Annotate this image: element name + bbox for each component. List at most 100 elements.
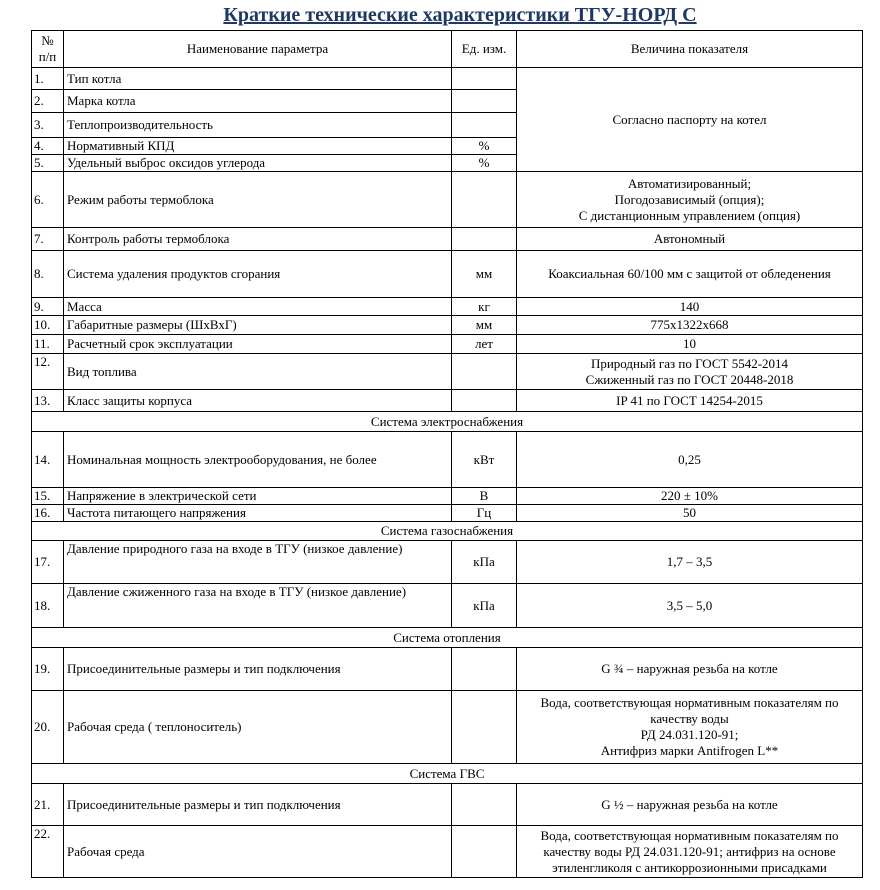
row-number: 4. [31, 137, 64, 155]
table-row: 10. Габаритные размеры (ШхВхГ) мм 775х132… [31, 315, 863, 335]
param-unit [451, 783, 517, 826]
param-value: Согласно паспорту на котел [516, 67, 863, 172]
param-unit: мм [451, 250, 517, 298]
table-header: № п/п Наименование параметра Ед. изм. Ве… [31, 30, 863, 68]
param-name: Расчетный срок эксплуатации [63, 334, 452, 354]
param-unit: % [451, 154, 517, 172]
param-unit [451, 227, 517, 251]
table-row: 17. Давление природного газа на входе в … [31, 540, 863, 584]
row-number: 18. [31, 583, 64, 628]
section-header: Система ГВС [31, 763, 863, 784]
param-unit: В [451, 487, 517, 505]
param-unit [451, 647, 517, 691]
section-header: Система отопления [31, 627, 863, 648]
value-line: этиленгликоля с антикоррозионными присад… [552, 859, 827, 875]
document-title: Краткие технические характеристики ТГУ-Н… [223, 4, 697, 26]
param-unit [451, 825, 517, 878]
row-number: 11. [31, 334, 64, 354]
param-name: Нормативный КПД [63, 137, 452, 155]
param-name: Режим работы термоблока [63, 171, 452, 228]
param-value: 220 ± 10% [516, 487, 863, 505]
header-value: Величина показателя [516, 30, 863, 68]
row-number: 21. [31, 783, 64, 826]
table-row: 12. Вид топлива Природный газ по ГОСТ 55… [31, 353, 863, 390]
row-number: 8. [31, 250, 64, 298]
table-row: 19. Присоединительные размеры и тип подк… [31, 647, 863, 691]
param-unit: лет [451, 334, 517, 354]
value-line: Вода, соответствующая нормативным показа… [540, 695, 839, 710]
row-number: 22. [31, 825, 64, 878]
row-number: 10. [31, 315, 64, 335]
param-unit: % [451, 137, 517, 155]
param-unit [451, 690, 517, 764]
value-line: качеству воды РД 24.031.120-91; антифриз… [543, 843, 836, 859]
row-number: 14. [31, 431, 64, 488]
table-row: 21. Присоединительные размеры и тип подк… [31, 783, 863, 826]
param-name: Присоединительные размеры и тип подключе… [63, 647, 452, 691]
param-name: Частота питающего напряжения [63, 504, 452, 522]
param-name: Давление природного газа на входе в ТГУ … [63, 540, 452, 584]
param-name: Рабочая среда [63, 825, 452, 878]
param-value: 50 [516, 504, 863, 522]
value-line: Погодозависимый (опция); [614, 191, 765, 207]
param-unit: кПа [451, 583, 517, 628]
param-unit [451, 67, 517, 90]
row-number: 9. [31, 297, 64, 316]
row-number: 5. [31, 154, 64, 172]
param-name: Масса [63, 297, 452, 316]
table-row: 9. Масса кг 140 [31, 297, 863, 316]
header-name: Наименование параметра [63, 30, 452, 68]
value-line: РД 24.031.120-91; [640, 727, 739, 742]
param-name: Контроль работы термоблока [63, 227, 452, 251]
param-value: G ¾ – наружная резьба на котле [516, 647, 863, 691]
table-row: 7. Контроль работы термоблока Автономный [31, 227, 863, 251]
value-line: Природный газ по ГОСТ 5542-2014 [590, 355, 789, 371]
param-name: Теплопроизводительность [63, 112, 452, 138]
param-value: G ½ – наружная резьба на котле [516, 783, 863, 826]
header-num: № п/п [31, 30, 64, 68]
param-unit [451, 389, 517, 412]
param-name: Рабочая среда ( теплоноситель) [63, 690, 452, 764]
param-value: 0,25 [516, 431, 863, 488]
param-value: Автоматизированный; Погодозависимый (опци… [516, 171, 863, 228]
param-name: Система удаления продуктов сгорания [63, 250, 452, 298]
param-name: Удельный выброс оксидов углерода [63, 154, 452, 172]
spec-table: № п/п Наименование параметра Ед. изм. Ве… [31, 30, 863, 878]
param-value: 3,5 – 5,0 [516, 583, 863, 628]
table-row: 11. Расчетный срок эксплуатации лет 10 [31, 334, 863, 354]
row-number: 12. [31, 353, 64, 390]
header-unit: Ед. изм. [451, 30, 517, 68]
param-name: Тип котла [63, 67, 452, 90]
row-number: 20. [31, 690, 64, 764]
param-name: Присоединительные размеры и тип подключе… [63, 783, 452, 826]
param-name: Давление сжиженного газа на входе в ТГУ … [63, 583, 452, 628]
row-number: 2. [31, 89, 64, 113]
param-unit: кПа [451, 540, 517, 584]
section-header: Система газоснабжения [31, 521, 863, 541]
param-value: Автономный [516, 227, 863, 251]
param-unit: кВт [451, 431, 517, 488]
value-line: Вода, соответствующая нормативным показа… [540, 827, 839, 843]
row-number: 7. [31, 227, 64, 251]
table-row: 13. Класс защиты корпуса IP 41 по ГОСТ 1… [31, 389, 863, 412]
param-unit: мм [451, 315, 517, 335]
row-number: 19. [31, 647, 64, 691]
param-unit: Гц [451, 504, 517, 522]
row-number: 3. [31, 112, 64, 138]
table-row: 8. Система удаления продуктов сгорания м… [31, 250, 863, 298]
param-name: Габаритные размеры (ШхВхГ) [63, 315, 452, 335]
value-line: Сжиженный газ по ГОСТ 20448-2018 [585, 371, 794, 387]
row-number: 16. [31, 504, 64, 522]
row-number: 6. [31, 171, 64, 228]
param-name: Напряжение в электрической сети [63, 487, 452, 505]
param-value: Вода, соответствующая нормативным показа… [516, 825, 863, 878]
param-unit [451, 89, 517, 113]
table-row: 3. Теплопроизводительность [31, 112, 863, 138]
param-value: 10 [516, 334, 863, 354]
param-name: Класс защиты корпуса [63, 389, 452, 412]
row-number: 17. [31, 540, 64, 584]
param-value: Коаксиальная 60/100 мм с защитой от обле… [516, 250, 863, 298]
table-row: 6. Режим работы термоблока Автоматизиров… [31, 171, 863, 228]
param-unit [451, 171, 517, 228]
row-number: 1. [31, 67, 64, 90]
